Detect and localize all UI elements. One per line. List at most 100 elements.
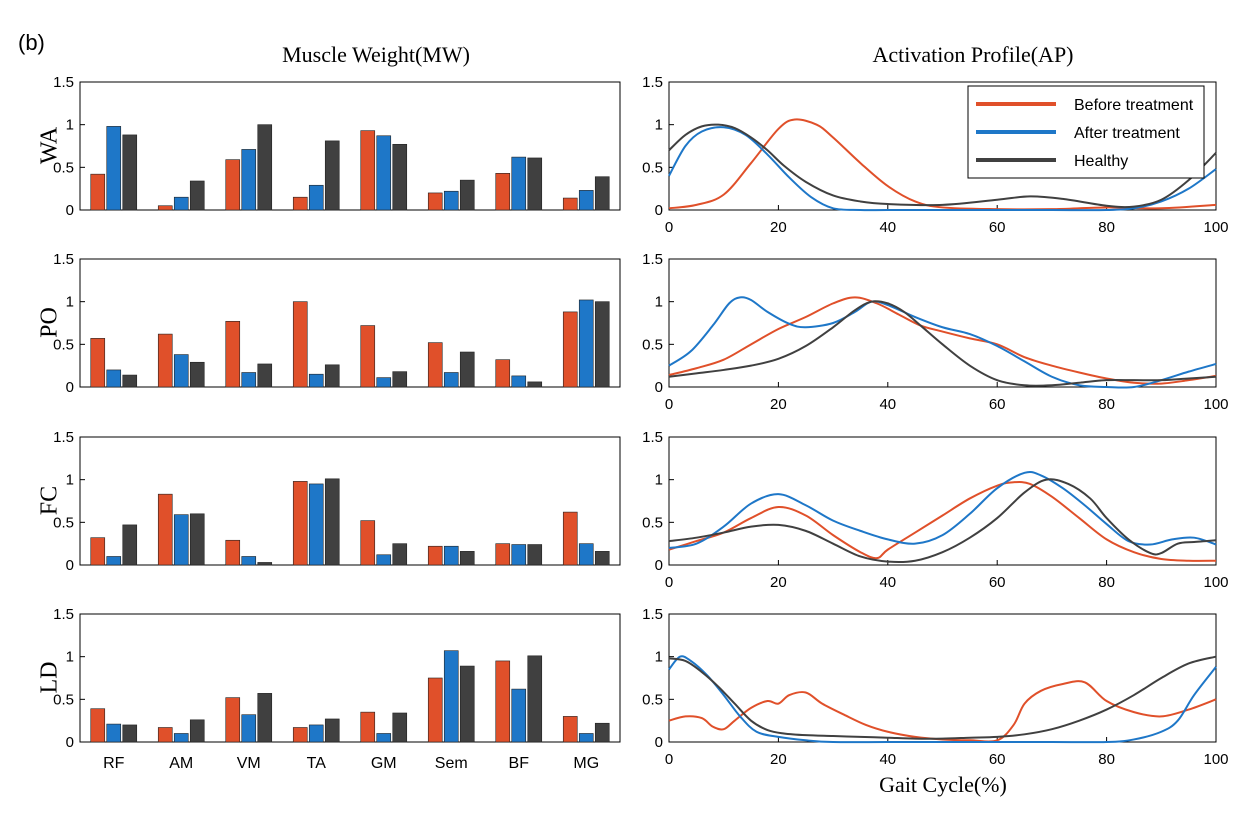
y-tick-label: 1 <box>66 649 74 666</box>
y-tick-label: 0.5 <box>642 514 663 531</box>
x-category-label: BF <box>509 755 530 772</box>
bar <box>308 184 324 211</box>
bar <box>189 180 205 211</box>
bar <box>562 511 578 566</box>
y-tick-label: 1 <box>655 649 663 666</box>
bar <box>578 299 594 388</box>
series-line-healthy <box>668 123 1217 209</box>
bar <box>157 205 173 211</box>
bar <box>443 545 459 566</box>
x-tick-label: 40 <box>879 751 896 768</box>
bar <box>376 135 392 211</box>
x-category-label: VM <box>237 755 261 772</box>
series-line-before-treatment <box>668 680 1217 743</box>
bar <box>443 190 459 211</box>
bar <box>257 693 273 743</box>
bar <box>495 660 511 743</box>
x-tick-label: 80 <box>1098 396 1115 413</box>
bar <box>427 545 443 566</box>
x-category-label: MG <box>573 755 599 772</box>
x-tick-label: 60 <box>989 219 1006 236</box>
y-tick-label: 1.5 <box>642 429 663 446</box>
x-tick-label: 60 <box>989 574 1006 591</box>
bar <box>495 359 511 388</box>
left-column-title: Muscle Weight(MW) <box>282 42 470 67</box>
bar <box>157 493 173 566</box>
y-tick-label: 0 <box>655 557 663 574</box>
bar <box>324 364 340 388</box>
bar <box>225 159 241 211</box>
y-tick-label: 1 <box>655 294 663 311</box>
x-tick-label: 0 <box>665 396 673 413</box>
bar <box>324 718 340 743</box>
bar <box>360 130 376 211</box>
x-tick-label: 20 <box>770 574 787 591</box>
bar <box>427 192 443 211</box>
y-tick-label: 0.5 <box>642 336 663 353</box>
bar <box>106 723 122 743</box>
bar <box>106 369 122 388</box>
bar <box>392 712 408 743</box>
x-category-label: AM <box>169 755 193 772</box>
bar <box>511 375 527 388</box>
bar <box>122 724 138 743</box>
bar <box>459 551 475 566</box>
bar <box>225 697 241 743</box>
y-tick-label: 1.5 <box>53 251 74 268</box>
y-tick-label: 0.5 <box>642 159 663 176</box>
bar <box>562 197 578 211</box>
bar <box>157 727 173 743</box>
y-tick-label: 0 <box>66 734 74 751</box>
bar <box>578 543 594 566</box>
x-tick-label: 20 <box>770 751 787 768</box>
bar <box>527 381 543 388</box>
y-tick-label: 1 <box>66 294 74 311</box>
bar <box>173 733 189 743</box>
panel-label: (b) <box>18 30 45 55</box>
x-tick-label: 0 <box>665 751 673 768</box>
y-tick-label: 0 <box>655 202 663 219</box>
bar <box>376 377 392 388</box>
line-axes-frame <box>668 258 1217 388</box>
bar <box>90 173 106 211</box>
y-tick-label: 1 <box>655 117 663 134</box>
y-tick-label: 0 <box>655 734 663 751</box>
bar <box>594 551 610 566</box>
bar <box>257 124 273 211</box>
bar <box>241 149 257 211</box>
bar <box>527 157 543 211</box>
x-tick-label: 40 <box>879 396 896 413</box>
bar <box>225 320 241 388</box>
x-category-label: Sem <box>435 755 468 772</box>
y-tick-label: 0.5 <box>53 514 74 531</box>
bar <box>122 374 138 388</box>
y-tick-label: 0 <box>66 557 74 574</box>
bar <box>427 342 443 388</box>
bar <box>459 351 475 388</box>
bar <box>189 719 205 743</box>
line-axes-frame <box>668 436 1217 566</box>
bar <box>594 301 610 388</box>
series-line-healthy <box>668 300 1217 387</box>
x-tick-label: 100 <box>1203 396 1228 413</box>
x-tick-label: 80 <box>1098 751 1115 768</box>
bar <box>376 554 392 566</box>
bar <box>511 544 527 566</box>
x-tick-label: 80 <box>1098 574 1115 591</box>
bar <box>257 562 273 566</box>
bar <box>106 556 122 566</box>
x-tick-label: 60 <box>989 396 1006 413</box>
y-tick-label: 1.5 <box>642 251 663 268</box>
bar <box>562 311 578 388</box>
series-line-healthy <box>668 478 1217 564</box>
y-tick-label: 1.5 <box>642 606 663 623</box>
legend-entry: After treatment <box>1074 125 1180 142</box>
y-tick-label: 0.5 <box>53 691 74 708</box>
bar <box>459 179 475 211</box>
x-tick-label: 40 <box>879 219 896 236</box>
bar <box>594 176 610 211</box>
bar <box>495 543 511 566</box>
x-tick-label: 20 <box>770 219 787 236</box>
bar <box>578 190 594 211</box>
